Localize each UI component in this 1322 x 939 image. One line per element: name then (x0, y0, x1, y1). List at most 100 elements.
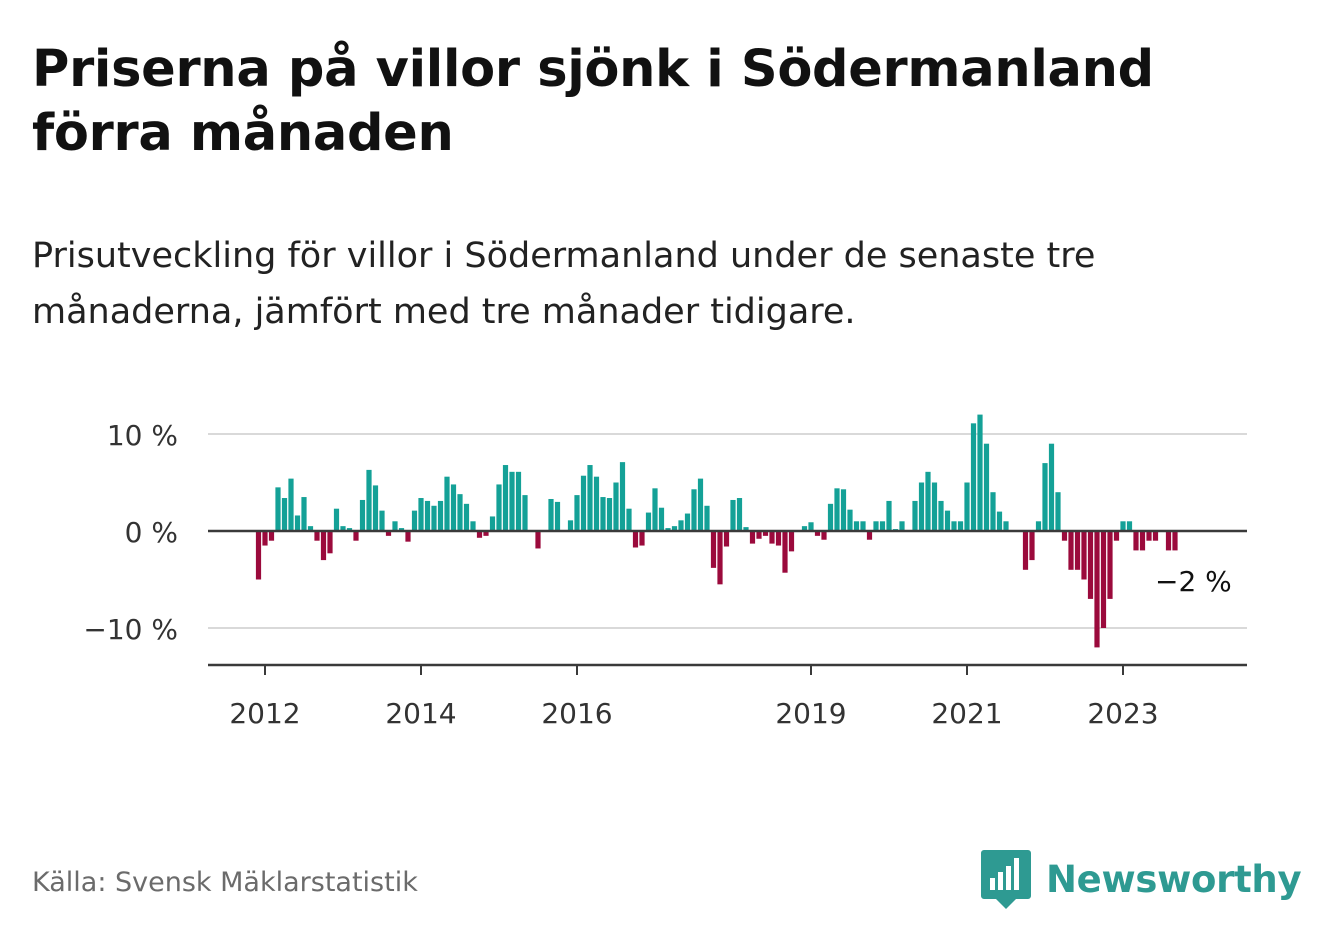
bar (990, 492, 996, 531)
bar (808, 522, 814, 531)
bar (697, 478, 704, 531)
bar (496, 484, 502, 531)
bar (327, 531, 333, 554)
bar (548, 498, 554, 531)
bar (613, 482, 619, 531)
bar (1107, 531, 1113, 599)
bar (457, 494, 463, 531)
bar (645, 512, 652, 531)
bar (951, 521, 957, 531)
bar (691, 489, 697, 531)
bar (775, 531, 782, 546)
bar (1035, 521, 1042, 531)
source-note: Källa: Svensk Mäklarstatistik (32, 867, 418, 898)
bar (268, 531, 275, 541)
bar (873, 521, 879, 531)
bar (704, 505, 710, 531)
bar (814, 531, 821, 536)
bar (353, 531, 359, 541)
bar (398, 528, 405, 531)
bar (879, 521, 886, 531)
bar (372, 485, 379, 531)
brand-logo: Newsworthy (980, 848, 1302, 910)
bar (509, 471, 515, 531)
bar (801, 526, 808, 531)
bar (762, 531, 769, 536)
bar (502, 465, 509, 531)
bar (710, 531, 717, 568)
bar (1094, 531, 1100, 648)
bar (554, 501, 561, 531)
bar (574, 495, 580, 531)
y-tick-label: 0 % (125, 516, 178, 549)
bar (1100, 531, 1107, 628)
bar (255, 531, 262, 580)
bar (1061, 531, 1068, 541)
bar (535, 531, 541, 549)
chart-subtitle: Prisutveckling för villor i Södermanland… (32, 236, 1096, 332)
bar (1022, 531, 1029, 570)
bar (931, 482, 938, 531)
bar (782, 531, 788, 573)
bar (918, 482, 925, 531)
bar (340, 526, 346, 531)
bar (379, 510, 385, 531)
bar (964, 482, 970, 531)
bar (639, 531, 645, 546)
bar (1113, 531, 1120, 541)
bar (262, 531, 268, 546)
bar (886, 500, 892, 531)
bar (450, 484, 457, 531)
bar (444, 476, 450, 531)
bar (522, 495, 528, 531)
bar (580, 475, 587, 531)
bar (730, 499, 736, 531)
x-tick-label: 2016 (541, 697, 612, 730)
bar (294, 515, 301, 531)
x-tick-label: 2014 (385, 697, 456, 730)
bar (957, 521, 964, 531)
bar (1172, 531, 1178, 551)
x-tick-label: 2019 (775, 697, 846, 730)
bar (1133, 531, 1139, 551)
bar (736, 498, 743, 531)
bar (392, 521, 398, 531)
bar (938, 500, 944, 531)
bar (1120, 521, 1126, 531)
bar (652, 488, 658, 531)
bar (632, 531, 639, 548)
bar (788, 531, 795, 552)
bar (684, 513, 691, 531)
bar (678, 520, 684, 531)
bar (281, 498, 288, 531)
y-tick-label: −10 % (83, 613, 178, 646)
x-tick-label: 2021 (931, 697, 1002, 730)
bar (411, 510, 418, 531)
bar (1003, 521, 1009, 531)
bar (756, 531, 762, 539)
bar (626, 508, 632, 531)
bar (593, 476, 600, 531)
bar (834, 488, 840, 531)
bar (600, 497, 606, 531)
bar (860, 521, 866, 531)
bar (899, 521, 905, 531)
bar (385, 531, 392, 536)
bar (743, 527, 749, 531)
bar (1068, 531, 1074, 570)
bar (1048, 443, 1055, 531)
bar (1126, 521, 1133, 531)
bar (470, 521, 476, 531)
bar (418, 498, 424, 531)
bar (1146, 531, 1152, 541)
bar (567, 520, 574, 531)
bar (320, 531, 327, 561)
bar (1042, 463, 1048, 531)
bar (749, 531, 756, 544)
bar (307, 526, 314, 531)
last-value-label: −2 % (1155, 565, 1232, 598)
bar (587, 465, 593, 531)
bar (912, 500, 918, 531)
newsworthy-logo-icon (981, 850, 1031, 909)
bar (970, 423, 977, 531)
